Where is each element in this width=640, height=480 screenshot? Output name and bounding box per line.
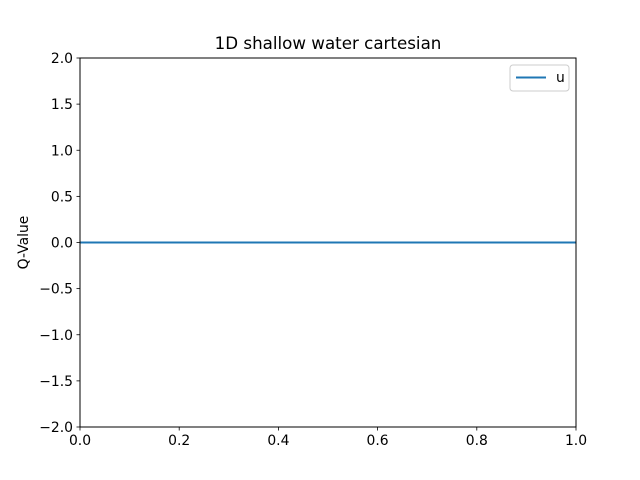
y-tick-label: −0.5 — [39, 282, 73, 298]
axes-frame — [79, 57, 577, 428]
legend-label-u: u — [556, 70, 565, 86]
y-tick-label: 1.5 — [51, 97, 73, 113]
y-tick-label: −2.0 — [39, 420, 73, 436]
y-tick-label: −1.0 — [39, 328, 73, 344]
y-tick-label: −1.5 — [39, 374, 73, 390]
y-tick-label: 0.0 — [51, 236, 73, 252]
x-tick-label: 0.2 — [168, 433, 190, 449]
x-tick-label: 0.6 — [367, 433, 389, 449]
y-axis-label: Q-Value — [16, 216, 32, 270]
y-tick-label: 1.0 — [51, 143, 73, 159]
ticks-layer: 0.0 0.2 0.4 0.6 0.8 1.0 −2.0 −1.5 −1.0 −0.5 0.0 0.5… — [39, 51, 587, 449]
x-tick-label: 1.0 — [565, 433, 587, 449]
legend: u — [509, 64, 570, 92]
y-tick-label: 0.5 — [51, 189, 73, 205]
chart-title: 1D shallow water cartesian — [215, 33, 442, 53]
x-tick-label: 0.4 — [267, 433, 289, 449]
y-tick-label: 2.0 — [51, 51, 73, 67]
x-tick-label: 0.0 — [69, 433, 91, 449]
x-tick-label: 0.8 — [466, 433, 488, 449]
